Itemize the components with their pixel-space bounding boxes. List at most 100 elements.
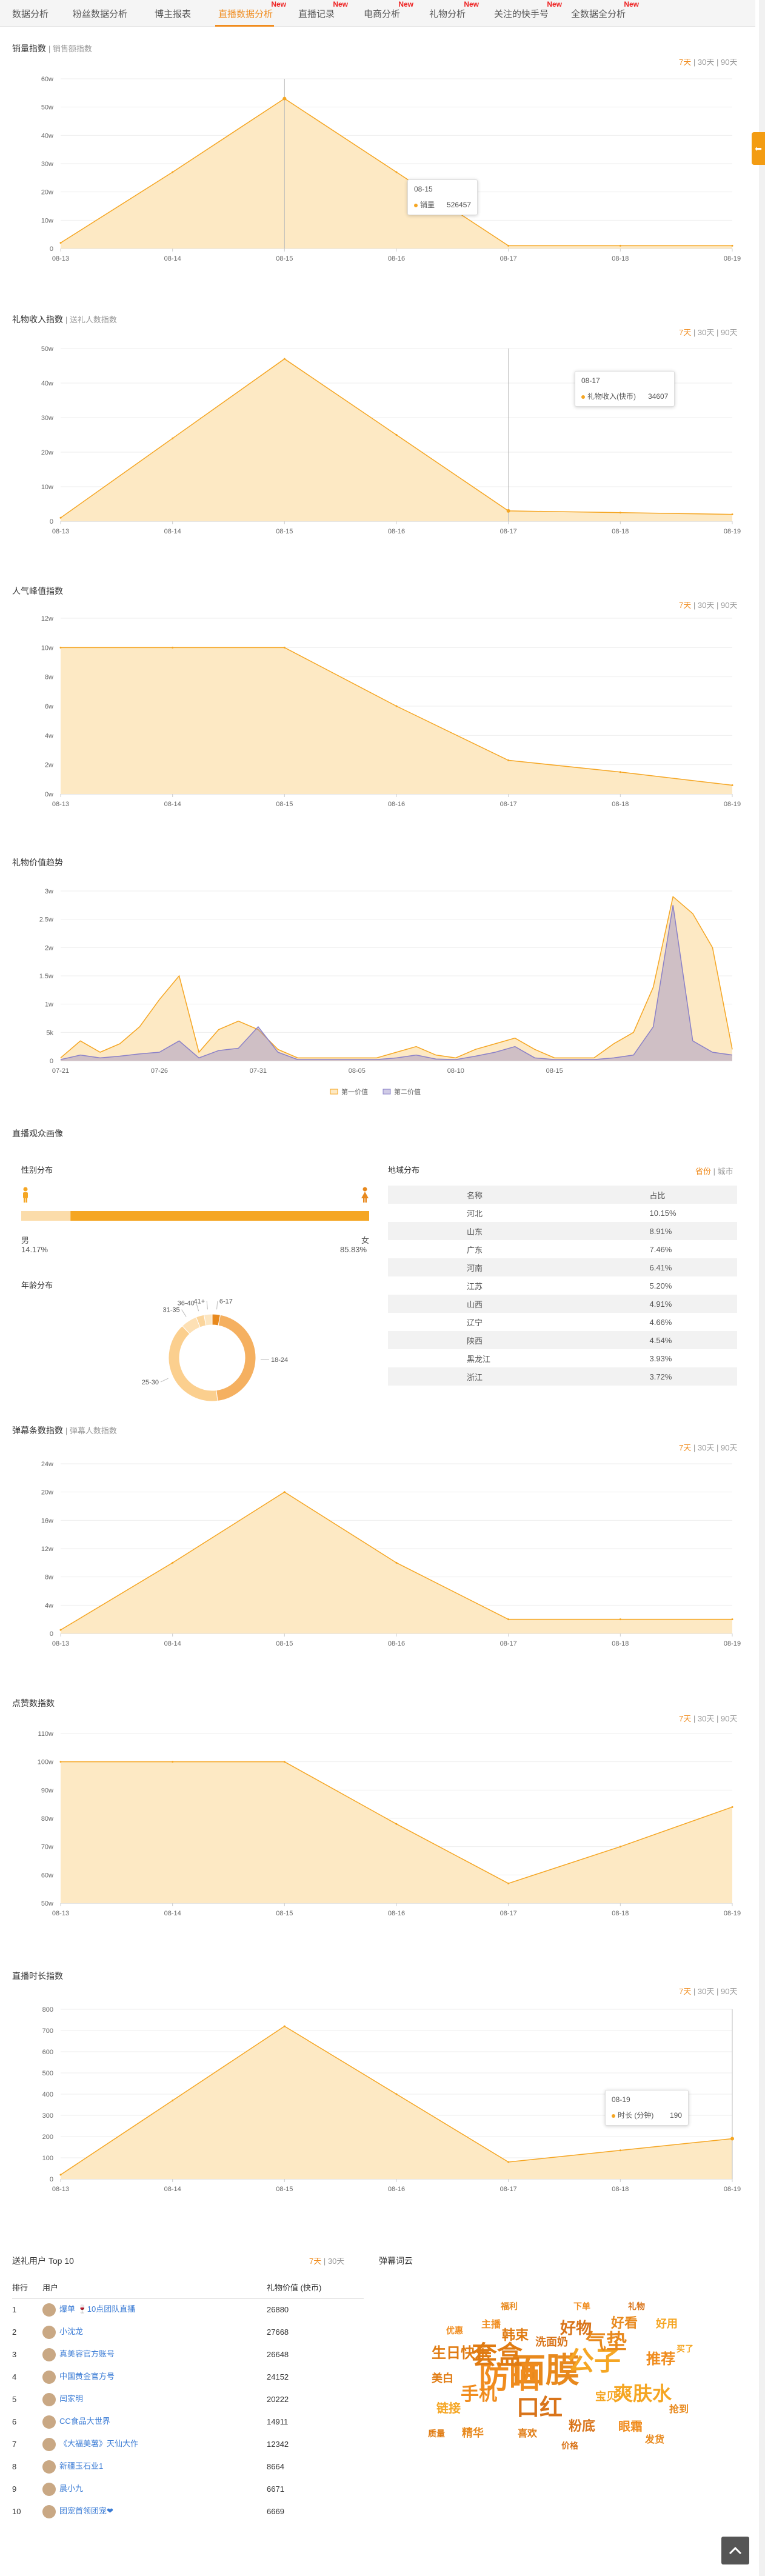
- range-30d[interactable]: 30天: [697, 328, 715, 337]
- table-row: 河北 10.15%: [467, 1208, 676, 1218]
- x-tick-label: 08-13: [52, 528, 69, 535]
- word-cloud-word: 质量: [428, 2429, 445, 2438]
- age-label: 41+: [193, 1298, 205, 1305]
- avatar[interactable]: [42, 2482, 56, 2496]
- range-90d[interactable]: 90天: [720, 601, 738, 610]
- x-tick-label: 08-13: [52, 1910, 69, 1917]
- tab-full-analysis[interactable]: 全数据全分析 New: [571, 0, 640, 19]
- data-point: [395, 434, 398, 436]
- word-cloud-word: 链接: [436, 2401, 461, 2415]
- y-tick-label: 100: [42, 2155, 53, 2162]
- danmaku-chart[interactable]: 0 4w 8w 12w 16w 20w 24w 08-13 08-14 08-15 08-16 08-…: [0, 1452, 755, 1658]
- region-province[interactable]: 省份: [695, 1167, 712, 1176]
- user-link[interactable]: 小沈龙: [59, 2327, 84, 2337]
- y-tick-label: 50w: [41, 1900, 53, 1907]
- audience-title: 直播观众画像: [12, 1129, 63, 1138]
- range-7d[interactable]: 7天: [679, 1443, 692, 1452]
- avatar[interactable]: [42, 2437, 56, 2451]
- range-7d[interactable]: 7天: [679, 1714, 692, 1723]
- y-tick-label: 100w: [38, 1759, 53, 1766]
- y-tick-label: 80w: [41, 1815, 53, 1823]
- range-30d[interactable]: 30天: [697, 1443, 715, 1452]
- avatar[interactable]: [42, 2504, 56, 2518]
- sales-chart-subtitle[interactable]: | 销售额指数: [48, 44, 92, 53]
- range-7d[interactable]: 7天: [309, 2257, 322, 2266]
- range-30d[interactable]: 30天: [697, 601, 715, 610]
- side-float-tab[interactable]: ⬅: [752, 132, 765, 165]
- tab-live-records[interactable]: 直播记录 New: [298, 0, 349, 19]
- range-7d[interactable]: 7天: [679, 58, 692, 67]
- tab-fan-analysis[interactable]: 粉丝数据分析: [73, 9, 128, 19]
- avatar[interactable]: [42, 2392, 56, 2406]
- hover-point: [282, 96, 287, 101]
- user-link[interactable]: 团宠首领团宠❤: [59, 2506, 113, 2516]
- word-cloud-word: 主播: [481, 2318, 501, 2330]
- tab-gift-analysis[interactable]: 礼物分析 New: [429, 0, 479, 19]
- user-link[interactable]: 中国黄金官方号: [59, 2372, 115, 2381]
- avatar[interactable]: [42, 2415, 56, 2429]
- user-link[interactable]: 闫家明: [59, 2394, 84, 2404]
- range-7d[interactable]: 7天: [679, 328, 692, 337]
- range-7d[interactable]: 7天: [679, 1987, 692, 1996]
- avatar[interactable]: [42, 2303, 56, 2317]
- gender-bar[interactable]: [21, 1211, 369, 1221]
- duration-chart-title: 直播时长指数: [12, 1971, 63, 1981]
- tab-followed-accounts[interactable]: 关注的快手号 New: [494, 0, 563, 19]
- scrollbar[interactable]: [759, 0, 765, 2576]
- tab-live-analysis[interactable]: 直播数据分析 New: [218, 0, 287, 19]
- x-tick-label: 08-15: [276, 1910, 293, 1917]
- avatar[interactable]: [42, 2460, 56, 2474]
- user-link[interactable]: 《大福美薯》天仙大作: [59, 2439, 139, 2449]
- range-90d[interactable]: 90天: [720, 328, 738, 337]
- male-pct: 14.17%: [21, 1245, 48, 1254]
- avatar[interactable]: [42, 2370, 56, 2384]
- data-point: [172, 2100, 174, 2101]
- giftvalue-chart[interactable]: 0 5k 1w 1.5w 2w 2.5w 3w 07-21 07-26 07-31 08-05 08-…: [0, 879, 755, 1103]
- avatar[interactable]: [42, 2347, 56, 2361]
- sales-chart[interactable]: 0 10w 20w 30w 40w 50w 60w 08-13 08-14 08-15 08-16 0…: [0, 67, 755, 273]
- age-label-line: [216, 1301, 218, 1310]
- word-cloud-word: 买了: [676, 2344, 693, 2354]
- range-30d[interactable]: 30天: [697, 1987, 715, 1996]
- data-point: [283, 2025, 286, 2027]
- y-tick-label: 60w: [41, 1872, 53, 1879]
- word-cloud-word: 爽肤水: [613, 2383, 672, 2404]
- tab-blogger-report[interactable]: 博主报表: [155, 9, 192, 19]
- chevron-up-icon: [729, 2546, 742, 2555]
- data-point: [59, 242, 62, 244]
- back-to-top-button[interactable]: [721, 2537, 749, 2564]
- range-30d[interactable]: 30天: [697, 1714, 715, 1723]
- x-tick-label: 08-14: [164, 801, 181, 808]
- range-90d[interactable]: 90天: [720, 1987, 738, 1996]
- range-90d[interactable]: 90天: [720, 1443, 738, 1452]
- x-tick-label: 08-16: [388, 801, 405, 808]
- user-link[interactable]: 新疆玉石业1: [59, 2461, 104, 2471]
- user-link[interactable]: 真美容官方账号: [59, 2349, 115, 2359]
- range-90d[interactable]: 90天: [720, 1714, 738, 1723]
- data-point: [619, 1846, 621, 1848]
- x-tick-label: 08-19: [724, 528, 741, 535]
- female-bar: [21, 1211, 369, 1221]
- data-point: [507, 2161, 510, 2163]
- new-badge: New: [333, 0, 349, 8]
- likes-chart[interactable]: 50w 60w 70w 80w 90w 100w 110w 08-13 08-14 08-15 08…: [0, 1721, 755, 1927]
- top10-range-toggle: 7天 | 30天: [309, 2257, 345, 2266]
- data-point: [172, 171, 174, 173]
- range-30d[interactable]: 30天: [697, 58, 715, 67]
- gift-chart-subtitle[interactable]: | 送礼人数指数: [65, 315, 117, 324]
- range-7d[interactable]: 7天: [679, 601, 692, 610]
- region-city[interactable]: 城市: [717, 1167, 733, 1176]
- popularity-chart[interactable]: 0w 2w 4w 6w 8w 10w 12w 08-13 08-14 08-15 08-16 08-1…: [0, 606, 755, 815]
- danmaku-chart-title: 弹幕条数指数 | 弹幕人数指数: [12, 1426, 117, 1435]
- user-link[interactable]: 爆单 🍷10点团队直播: [59, 2304, 136, 2314]
- range-30d[interactable]: 30天: [327, 2257, 345, 2266]
- range-90d[interactable]: 90天: [720, 58, 738, 67]
- danmaku-chart-subtitle[interactable]: | 弹幕人数指数: [65, 1426, 117, 1435]
- avatar[interactable]: [42, 2325, 56, 2339]
- user-link[interactable]: CC食品大世界: [59, 2417, 110, 2426]
- user-link[interactable]: 晨小九: [59, 2484, 84, 2494]
- tab-data-analysis[interactable]: 数据分析: [12, 9, 49, 19]
- tab-ecommerce[interactable]: 电商分析 New: [364, 0, 414, 19]
- gift-income-chart[interactable]: 0 10w 20w 30w 40w 50w 08-13 08-14 08-15 08-16 08-1…: [0, 336, 755, 542]
